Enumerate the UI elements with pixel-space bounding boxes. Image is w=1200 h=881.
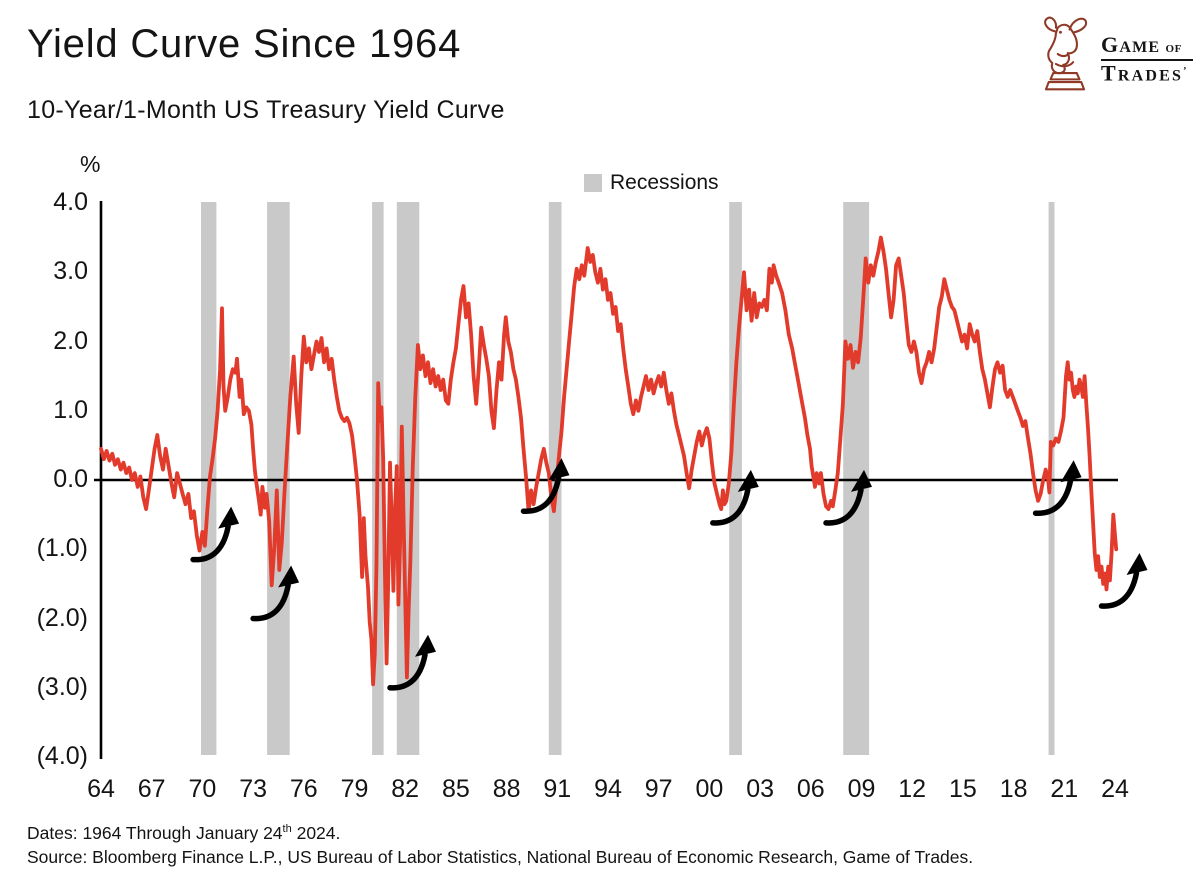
x-axis-tick-label: 85 (441, 775, 470, 803)
upturn-arrow-icon (520, 458, 570, 514)
upturn-arrow-icon (387, 634, 436, 691)
y-axis-tick-label: 2.0 (53, 326, 88, 355)
x-axis-tick-label: 06 (796, 775, 825, 803)
x-axis-tick-label: 00 (695, 775, 724, 803)
footnote-source: Source: Bloomberg Finance L.P., US Burea… (27, 846, 974, 867)
y-axis-tick-label: 1.0 (53, 395, 88, 424)
upturn-arrow-icon (1032, 460, 1082, 516)
y-axis-tick-label: (4.0) (36, 742, 88, 770)
y-axis-tick-label: 0.0 (53, 465, 88, 493)
logo-wordmark-line2: TRADES’ (1101, 60, 1187, 86)
footnote-dates: Dates: 1964 Through January 24th 2024. (27, 822, 341, 843)
x-axis-tick-label: 79 (340, 775, 369, 803)
x-axis-tick-label: 94 (594, 775, 622, 803)
bull-knight-logo-icon (1036, 14, 1094, 99)
x-axis-tick-label: 88 (492, 775, 521, 803)
page-title: Yield Curve Since 1964 (27, 22, 462, 66)
x-axis-tick-label: 15 (948, 775, 977, 803)
y-axis-tick-label: (3.0) (36, 672, 88, 701)
game-of-trades-logo: GAME OF TRADES’ (1036, 14, 1193, 99)
x-axis-tick-label: 03 (746, 775, 774, 803)
x-axis-tick-label: 64 (87, 775, 115, 803)
recessions-legend-label: Recessions (610, 171, 719, 194)
x-axis-tick-label: 24 (1101, 775, 1129, 803)
y-axis-tick-label: (2.0) (36, 603, 88, 632)
logo-wordmark-line1: GAME OF (1101, 32, 1182, 57)
x-axis-tick-label: 76 (289, 775, 318, 803)
x-axis-tick-label: 18 (999, 775, 1028, 803)
x-axis-tick-label: 21 (1050, 775, 1079, 803)
recessions-legend: Recessions (584, 171, 719, 195)
y-axis-tick-label: 3.0 (53, 257, 88, 286)
chart-subtitle: 10-Year/1-Month US Treasury Yield Curve (27, 96, 505, 124)
upturn-arrow-icon (710, 469, 759, 526)
recession-band (396, 202, 420, 755)
x-axis-tick-label: 91 (543, 775, 572, 803)
upturn-arrow-icon (190, 506, 240, 563)
logo-wordmark: GAME OF TRADES’ (1101, 32, 1193, 86)
yield-spread-line (99, 235, 1119, 687)
x-axis-tick-label: 67 (137, 775, 166, 803)
y-axis-tick-label: (1.0) (36, 534, 88, 563)
y-axis-unit-label: % (80, 151, 101, 177)
x-axis-tick-label: 70 (188, 775, 217, 803)
recessions-legend-swatch (584, 174, 602, 192)
x-axis-tick-label: 12 (898, 775, 927, 803)
chart-footnotes: Dates: 1964 Through January 24th 2024. S… (27, 817, 973, 869)
upturn-arrow-icon (1098, 553, 1148, 609)
upturn-arrow-icon (823, 469, 872, 526)
logo-divider (1101, 59, 1193, 61)
x-axis-tick-label: 73 (239, 775, 267, 803)
y-axis-tick-label: 4.0 (53, 188, 88, 216)
x-axis-tick-label: 09 (847, 775, 876, 803)
x-axis-tick-label: 97 (644, 775, 673, 803)
x-axis-tick-label: 82 (391, 775, 420, 803)
upturn-arrow-icon (250, 565, 300, 622)
